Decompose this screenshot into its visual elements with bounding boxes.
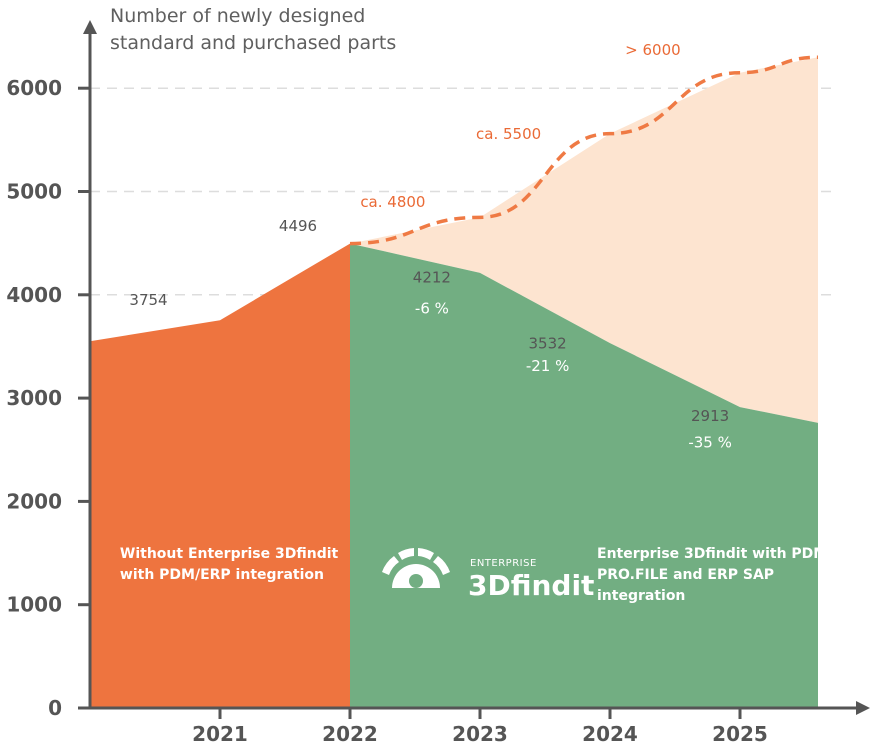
logo-pupil-icon xyxy=(409,574,423,588)
3dfindit-logo: ENTERPRISE 3Dfindit xyxy=(382,548,594,602)
projection-area xyxy=(350,57,818,423)
label-layer: Number of newly designed standard and pur… xyxy=(110,5,827,604)
data-label-2: ca. 4800 xyxy=(360,193,425,211)
logo-3dfindit-text: 3Dfindit xyxy=(468,569,594,602)
region-label-0: Without Enterprise 3Dfindit with PDM/ERP … xyxy=(120,546,339,583)
data-label-7: 3532 xyxy=(529,335,567,353)
data-label-4: > 6000 xyxy=(625,41,681,59)
x-tick-label-2024: 2024 xyxy=(582,722,638,746)
data-label-10: -35 % xyxy=(688,434,732,452)
region-label-1: Enterprise 3Dfindit with PDM PRO.FILE and… xyxy=(597,546,827,604)
data-label-1: 4496 xyxy=(279,217,317,235)
data-label-3: ca. 5500 xyxy=(476,125,541,143)
x-tick-label-2025: 2025 xyxy=(712,722,768,746)
logo-enterprise-text: ENTERPRISE xyxy=(470,558,537,569)
chart-title: Number of newly designed standard and pur… xyxy=(110,5,396,54)
y-axis-arrow-icon xyxy=(83,20,97,34)
data-label-9: 2913 xyxy=(691,407,729,425)
y-tick-label-3000: 3000 xyxy=(6,386,62,410)
axis-layer: 0 1000 2000 3000 4000 5000 6000 2021 2022 2023 202… xyxy=(6,20,870,746)
x-tick-label-2021: 2021 xyxy=(192,722,248,746)
x-axis-arrow-icon xyxy=(856,701,870,715)
y-tick-label-6000: 6000 xyxy=(6,76,62,100)
y-tick-label-2000: 2000 xyxy=(6,489,62,513)
x-tick-label-2023: 2023 xyxy=(452,722,508,746)
data-label-8: -21 % xyxy=(526,357,570,375)
logo-gauge-icon xyxy=(382,548,450,575)
data-label-0: 3754 xyxy=(129,291,167,309)
without-area xyxy=(90,243,350,708)
data-label-6: -6 % xyxy=(415,299,449,317)
area-layer xyxy=(90,55,819,708)
y-tick-label-4000: 4000 xyxy=(6,283,62,307)
y-tick-label-5000: 5000 xyxy=(6,180,62,204)
y-tick-label-1000: 1000 xyxy=(6,593,62,617)
with-area xyxy=(350,243,818,708)
x-tick-label-2022: 2022 xyxy=(322,722,378,746)
data-label-5: 4212 xyxy=(413,268,451,286)
y-tick-label-0: 0 xyxy=(48,696,62,720)
projection-line xyxy=(349,55,819,246)
